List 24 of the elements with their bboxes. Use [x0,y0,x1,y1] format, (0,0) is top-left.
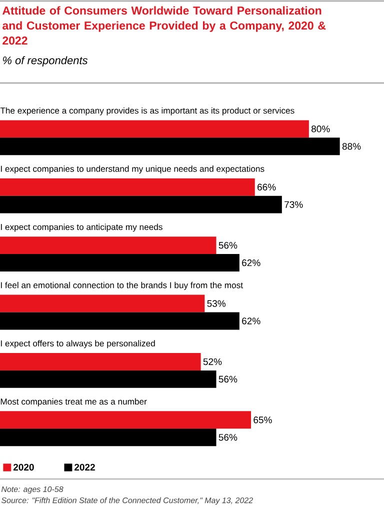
data-label: 52% [203,358,222,366]
y-tick-label: I expect companies to understand my unique needs and expectations [0,166,264,174]
y-tick-label: I expect offers to always be personalized [0,340,155,348]
y-tick-label: The experience a company provides is as important as its product or services [0,107,294,116]
y-tick-label: I feel an emotional connection to the brands I buy from the most [0,282,243,290]
chart-subtitle: % of respondents [2,56,88,66]
data-label: 62% [242,259,260,266]
data-label: 53% [207,300,226,307]
y-tick-label: Most companies treat me as a number [0,398,147,406]
chart-title: Attitude of Consumers Worldwide Toward Personalization and Customer Experience Provided by a Company, 2020 & 2022 [2,6,326,45]
data-label: 88% [342,143,361,150]
legend-label: 2020 [13,464,34,471]
data-label: 65% [254,416,272,424]
data-label: 56% [218,434,238,441]
data-label: 66% [258,184,276,190]
data-label: 56% [218,242,238,249]
legend-label: 2022 [74,464,95,471]
data-label: 80% [312,126,330,132]
source-note: Source: "Fifth Edition State of the Connected Customer," May 13, 2022 [1,497,253,505]
data-label: 56% [218,376,238,383]
data-label: 73% [284,201,303,208]
text: Note: ages 10-58 [1,486,64,494]
data-label: 62% [242,318,260,324]
y-tick-label: I expect companies to anticipate my needs [0,224,162,232]
